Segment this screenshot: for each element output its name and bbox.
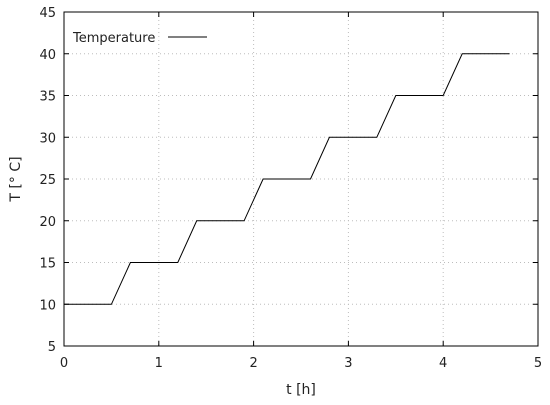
y-tick-label: 15: [39, 257, 56, 272]
series-group: [64, 53, 510, 305]
x-tick-label: 0: [60, 356, 68, 371]
legend-label: Temperature: [72, 31, 155, 46]
y-tick-label: 30: [39, 131, 56, 146]
y-tick-label: 25: [39, 173, 56, 188]
x-axis-label: t [h]: [286, 382, 316, 398]
legend: Temperature: [72, 31, 207, 46]
series-line-temperature: [64, 53, 510, 305]
x-tick-label: 1: [155, 356, 163, 371]
y-tick-label: 10: [39, 298, 56, 313]
y-tick-label: 5: [48, 340, 56, 355]
x-tick-label: 4: [439, 356, 447, 371]
y-tick-label: 45: [39, 6, 56, 21]
y-tick-label: 35: [39, 90, 56, 105]
x-tick-label: 3: [344, 356, 352, 371]
y-tick-label: 40: [39, 48, 56, 63]
axis-ticks: [63, 11, 539, 347]
x-tick-label: 2: [249, 356, 257, 371]
y-tick-label: 20: [39, 215, 56, 230]
x-tick-label: 5: [534, 356, 542, 371]
y-axis-label: T [° C]: [8, 156, 24, 202]
